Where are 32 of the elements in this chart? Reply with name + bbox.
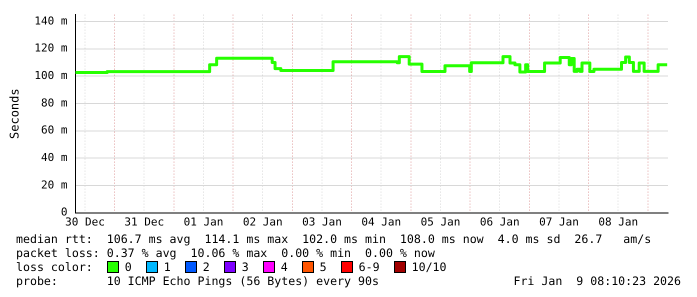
- y-tick-label: 100 m: [34, 68, 68, 82]
- text: probe: 10 ICMP Echo Pings (56 Bytes) every 90s: [16, 274, 379, 288]
- x-tick-label: 31 Dec: [124, 215, 164, 228]
- legend-label: 6-9: [358, 260, 380, 274]
- text: Fri Jan 9 08:10:23 2026: [513, 274, 681, 288]
- x-tick-label: 07 Jan: [539, 215, 579, 228]
- x-tick-label: 30 Dec: [65, 215, 105, 228]
- x-tick-label: 03 Jan: [302, 215, 342, 228]
- x-tick-label: 08 Jan: [598, 215, 638, 228]
- y-tick-label: 40 m: [41, 150, 68, 164]
- legend-label: 0: [124, 260, 132, 274]
- x-tick-label: 01 Jan: [184, 215, 224, 228]
- x-tick-label: 06 Jan: [480, 215, 520, 228]
- y-tick-label: 120 m: [34, 42, 68, 55]
- legend-label: 3: [242, 260, 249, 274]
- legend-label: 5: [320, 260, 327, 274]
- x-tick-label: 05 Jan: [420, 215, 460, 228]
- legend-label: 2: [202, 260, 210, 274]
- x-tick-label: 02 Jan: [242, 215, 283, 228]
- y-axis-title: Seconds: [7, 88, 22, 139]
- y-tick-label: 20 m: [41, 178, 68, 192]
- x-tick-label: 04 Jan: [361, 215, 402, 228]
- legend-label: 10/10: [412, 260, 447, 274]
- legend-title: loss color:: [16, 260, 94, 274]
- y-tick-label: 60 m: [41, 124, 68, 137]
- y-tick-label: 140 m: [34, 14, 68, 28]
- legend-label: 1: [164, 260, 171, 274]
- legend-label: 4: [280, 260, 288, 274]
- text: median rtt: 106.7 ms avg 114.1 ms max 102.0 ms min 108.0 ms now 4.0 ms sd 26.7 am/s: [16, 232, 652, 246]
- y-tick-label: 80 m: [41, 96, 68, 110]
- text: packet loss: 0.37 % avg 10.06 % max 0.00 % min 0.00 % now: [16, 246, 436, 260]
- y-tick-label: 0: [60, 206, 68, 219]
